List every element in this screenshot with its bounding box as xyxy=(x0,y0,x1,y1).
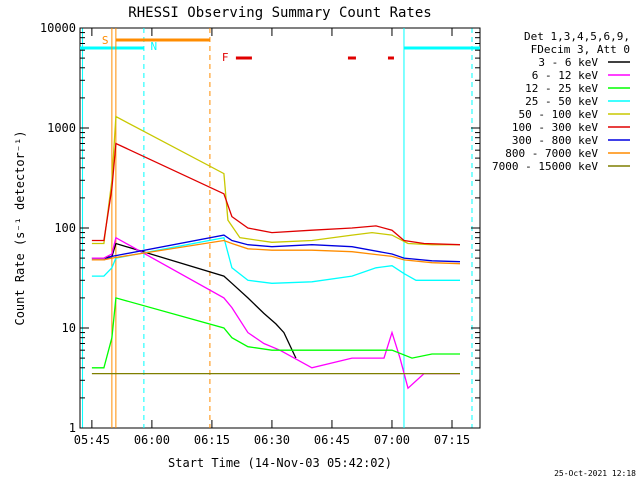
x-tick-label: 06:00 xyxy=(134,433,170,447)
y-tick-label: 1 xyxy=(69,421,76,435)
series-line-3 xyxy=(91,236,460,284)
x-tick-label: 07:00 xyxy=(374,433,410,447)
legend-label-8: 7000 - 15000 keV xyxy=(492,160,598,173)
legend-header: Det 1,3,4,5,6,9, xyxy=(524,30,630,43)
flags-layer: N S F xyxy=(80,28,480,428)
series-layer xyxy=(91,115,461,390)
series-line-0 xyxy=(91,242,297,359)
flag-label-s: S xyxy=(102,34,109,47)
legend-label-4: 50 - 100 keV xyxy=(519,108,599,121)
x-tick-label: 06:30 xyxy=(254,433,290,447)
series-line-6 xyxy=(91,234,461,263)
legend-label-0: 3 - 6 keV xyxy=(538,56,598,69)
x-tick-label: 05:45 xyxy=(74,433,110,447)
legend-label-5: 100 - 300 keV xyxy=(512,121,598,134)
flag-label-n: N xyxy=(151,40,158,53)
series-line-5 xyxy=(91,142,461,246)
legend-label-2: 12 - 25 keV xyxy=(525,82,598,95)
series-line-2 xyxy=(91,297,460,369)
y-tick-label: 100 xyxy=(54,221,76,235)
legend-header: FDecim 3, Att 0 xyxy=(531,43,630,56)
footer-date: 25-Oct-2021 12:18 xyxy=(554,469,636,478)
x-tick-label: 06:45 xyxy=(314,433,350,447)
y-axis-label: Count Rate (s⁻¹ detector⁻¹) xyxy=(13,130,27,325)
x-tick-label: 06:15 xyxy=(194,433,230,447)
series-line-7 xyxy=(91,239,461,265)
x-axis-label: Start Time (14-Nov-03 05:42:02) xyxy=(168,456,392,470)
legend-label-7: 800 - 7000 keV xyxy=(505,147,598,160)
series-line-4 xyxy=(91,115,460,246)
x-tick-label: 07:15 xyxy=(434,433,470,447)
legend: Det 1,3,4,5,6,9,FDecim 3, Att 03 - 6 keV… xyxy=(492,30,630,173)
series-line-1 xyxy=(91,236,460,390)
plot-frame xyxy=(79,27,481,429)
y-tick-label: 1000 xyxy=(47,121,76,135)
legend-label-1: 6 - 12 keV xyxy=(532,69,599,82)
legend-label-6: 300 - 800 keV xyxy=(512,134,598,147)
legend-label-3: 25 - 50 keV xyxy=(525,95,598,108)
chart-title: RHESSI Observing Summary Count Rates xyxy=(128,5,431,21)
y-tick-label: 10000 xyxy=(40,21,76,35)
y-tick-label: 10 xyxy=(62,321,76,335)
flag-label-f: F xyxy=(222,51,229,64)
axes-layer: 05:45 06:00 06:15 06:30 06:45 07:00 07:15 1 10 10… xyxy=(40,21,480,447)
